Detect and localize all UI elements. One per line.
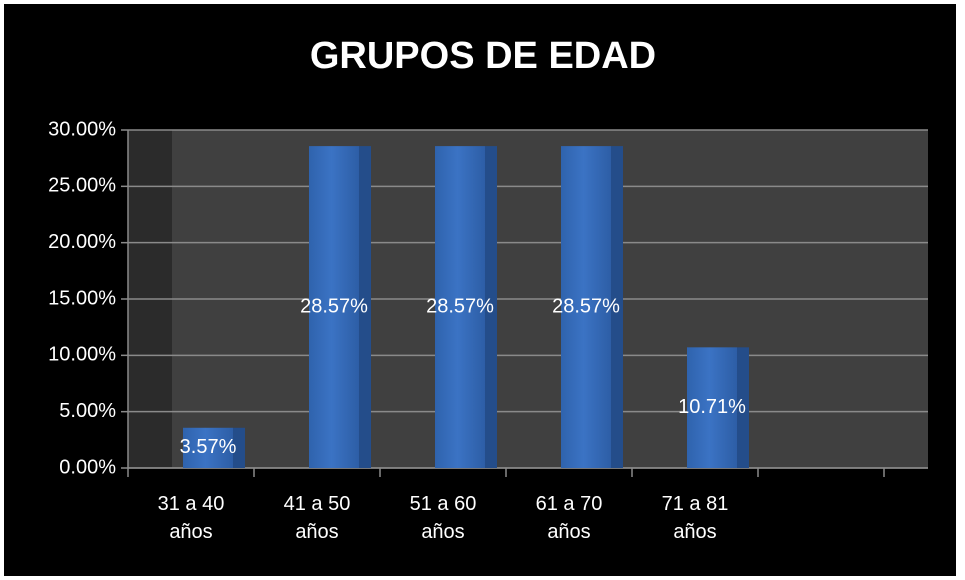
y-tick-label: 0.00% xyxy=(59,456,116,478)
bar xyxy=(561,146,611,468)
bar-side xyxy=(485,146,497,468)
data-label: 28.57% xyxy=(300,295,368,317)
y-tick-label: 30.00% xyxy=(48,118,116,140)
data-label: 28.57% xyxy=(552,295,620,317)
x-tick-label: 41 a 50 años xyxy=(283,493,351,543)
y-tick-label: 25.00% xyxy=(48,175,116,197)
bar-side xyxy=(737,347,749,468)
x-tick-label: 31 a 40 años xyxy=(157,493,225,543)
y-tick-label: 5.00% xyxy=(59,400,116,422)
y-tick-label: 15.00% xyxy=(48,287,116,309)
bar xyxy=(687,347,737,468)
data-label: 3.57% xyxy=(180,436,237,458)
data-label: 10.71% xyxy=(678,396,746,418)
y-tick-label: 10.00% xyxy=(48,344,116,366)
y-tick-label: 20.00% xyxy=(48,231,116,253)
bar xyxy=(309,146,359,468)
x-tick-label: 71 a 81 años xyxy=(661,493,729,543)
bar-side xyxy=(359,146,371,468)
x-tick-label: 51 a 60 años xyxy=(409,493,477,543)
bar xyxy=(435,146,485,468)
data-label: 28.57% xyxy=(426,295,494,317)
chart-title: GRUPOS DE EDAD xyxy=(310,35,656,77)
bar-side xyxy=(233,427,245,468)
bar-side xyxy=(611,146,623,468)
bar xyxy=(183,427,233,468)
x-tick-label: 61 a 70 años xyxy=(535,493,603,543)
